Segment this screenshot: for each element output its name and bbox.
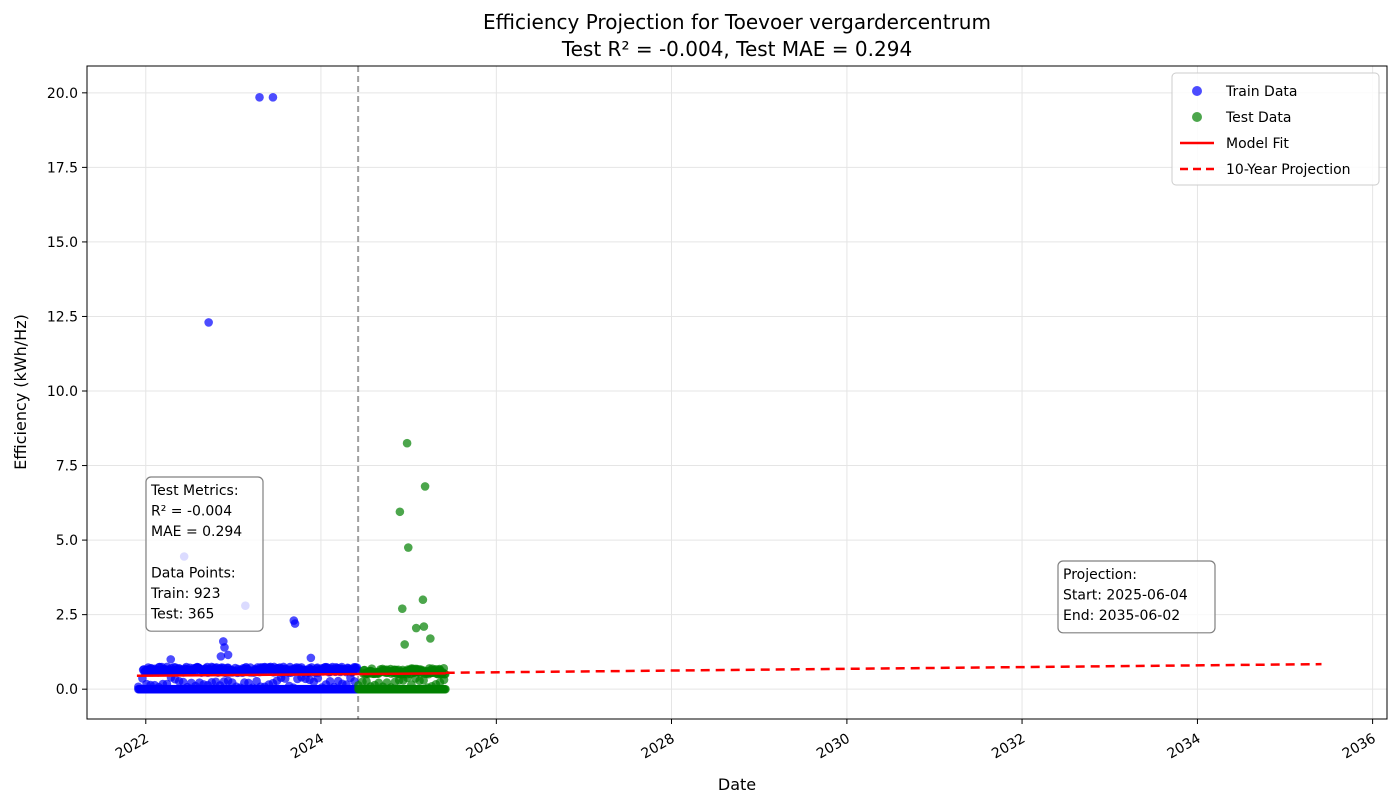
projection-box-line: Start: 2025-06-04 bbox=[1063, 588, 1188, 604]
y-tick-label: 12.5 bbox=[47, 309, 78, 325]
train-data-series bbox=[134, 93, 363, 694]
metrics-box-line: MAE = 0.294 bbox=[151, 524, 242, 540]
x-axis-title: Date bbox=[718, 775, 756, 794]
test-outlier-point bbox=[426, 634, 435, 643]
legend-test-label: Test Data bbox=[1225, 110, 1291, 126]
train-point bbox=[134, 682, 143, 692]
test-outlier-point bbox=[397, 604, 407, 613]
test-outlier-point bbox=[411, 623, 421, 633]
metrics-box-line: Data Points: bbox=[151, 565, 236, 581]
y-tick-label: 17.5 bbox=[47, 160, 78, 176]
projection-box-line: End: 2035-06-02 bbox=[1063, 608, 1180, 624]
train-point bbox=[280, 674, 290, 683]
train-point bbox=[162, 679, 172, 689]
y-tick-label: 15.0 bbox=[47, 235, 78, 251]
test-outlier-point bbox=[402, 438, 412, 448]
chart-title: Efficiency Projection for Toevoer vergar… bbox=[483, 10, 991, 34]
test-point bbox=[419, 676, 428, 685]
test-outlier-point bbox=[395, 507, 405, 517]
metrics-box-line: Train: 923 bbox=[150, 586, 220, 602]
test-point bbox=[439, 675, 449, 685]
train-outlier-point bbox=[290, 619, 300, 628]
legend-frame bbox=[1171, 72, 1380, 186]
projection-box-line: Projection: bbox=[1063, 567, 1137, 583]
y-tick-label: 7.5 bbox=[56, 459, 78, 475]
train-outlier-point bbox=[220, 643, 229, 652]
y-tick-label: 10.0 bbox=[47, 384, 78, 400]
legend-train-label: Train Data bbox=[1225, 84, 1297, 100]
train-point bbox=[313, 673, 323, 683]
metrics-box-frame bbox=[145, 476, 264, 632]
test-point bbox=[441, 684, 450, 694]
train-outlier-point bbox=[166, 655, 176, 664]
train-outlier-point bbox=[216, 652, 226, 661]
train-outlier-point bbox=[306, 653, 316, 663]
legend-train-marker bbox=[1192, 86, 1202, 96]
metrics-box-line: Test Metrics: bbox=[150, 483, 239, 499]
metrics-annotation-box: Test Metrics: R² = -0.004 MAE = 0.294 Data … bbox=[145, 476, 264, 632]
projection-line bbox=[445, 662, 1322, 675]
test-outlier-point bbox=[400, 640, 409, 649]
test-point bbox=[403, 673, 412, 683]
y-tick-label: 0.0 bbox=[56, 682, 78, 698]
projection-annotation-box: Projection: Start: 2025-06-04 End: 2035-06… bbox=[1057, 560, 1216, 634]
projection-box-frame bbox=[1057, 560, 1216, 634]
test-point bbox=[407, 680, 416, 689]
test-outlier-point bbox=[403, 543, 413, 552]
chart-subtitle: Test R² = -0.004, Test MAE = 0.294 bbox=[561, 37, 912, 61]
train-outlier-point bbox=[204, 318, 213, 327]
grid-lines bbox=[87, 66, 1387, 719]
model-fit-series bbox=[136, 662, 1322, 678]
y-axis-title: Efficiency (kWh/Hz) bbox=[11, 314, 30, 470]
test-outlier-point bbox=[419, 622, 429, 631]
train-point bbox=[342, 680, 351, 689]
legend: Train Data Test Data Model Fit 10-Year P… bbox=[1171, 72, 1380, 186]
legend-fit-label: Model Fit bbox=[1226, 136, 1289, 152]
train-point bbox=[289, 683, 298, 692]
train-point bbox=[248, 683, 257, 692]
legend-test-marker bbox=[1192, 112, 1202, 122]
y-tick-label: 20.0 bbox=[47, 86, 78, 102]
model-fit-line bbox=[136, 672, 446, 678]
metrics-box-line: Test: 365 bbox=[150, 607, 214, 623]
train-outlier-point bbox=[223, 650, 233, 660]
test-outlier-point bbox=[420, 482, 430, 491]
test-outlier-point bbox=[418, 595, 428, 605]
y-tick-label: 2.5 bbox=[56, 608, 78, 624]
plot-frame bbox=[86, 65, 1388, 720]
metrics-box-line: R² = -0.004 bbox=[151, 504, 232, 520]
train-outlier-point bbox=[268, 93, 278, 102]
legend-projection-label: 10-Year Projection bbox=[1226, 162, 1351, 178]
train-outlier-point bbox=[255, 93, 264, 102]
y-tick-label: 5.0 bbox=[56, 533, 78, 549]
